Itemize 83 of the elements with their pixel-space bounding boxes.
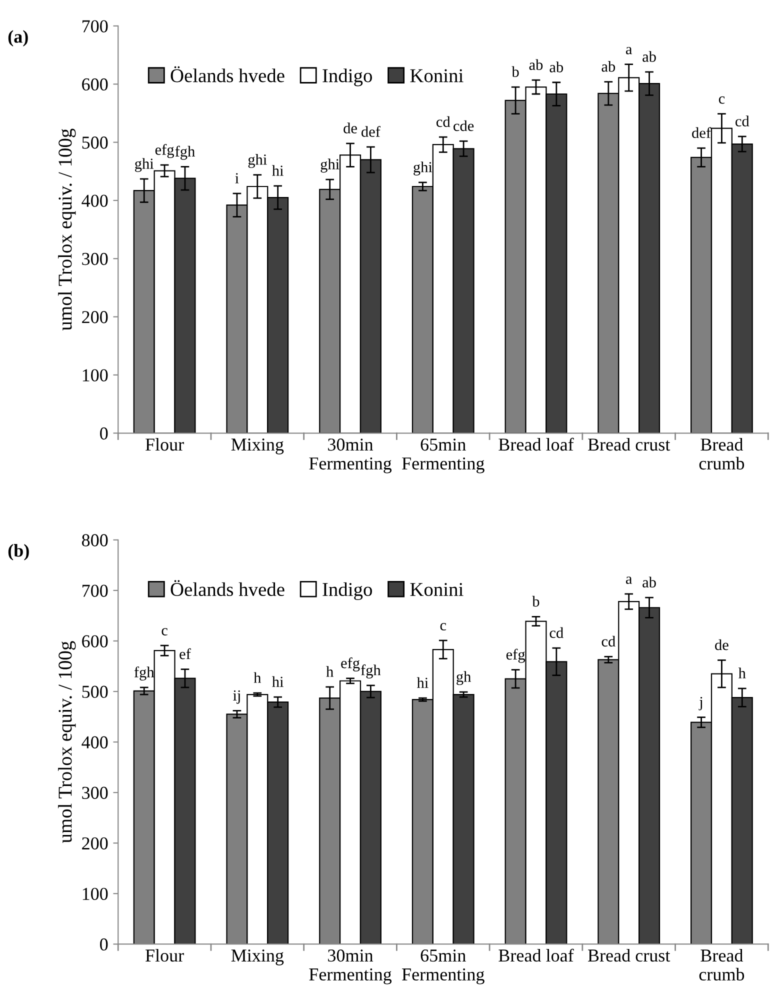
annotation: ghi [135,158,154,172]
y-tick-label: 200 [82,311,108,324]
annotation: fgh [175,146,195,160]
annotation: ab [642,576,656,588]
annotation: h [326,666,334,677]
y-tick-label: 600 [82,635,108,648]
annotation: ghi [414,162,432,176]
x-tick-label: Mixing [231,438,284,454]
chart-title: (b) [8,544,29,560]
annotation: efg [155,144,174,158]
annotation: ab [642,51,656,62]
annotation: ij [233,690,240,704]
y-tick-label: 800 [82,534,108,546]
annotation: hi [272,676,284,687]
annotation: de [344,122,357,134]
x-tick-label: Mixing [231,949,284,966]
annotation: ghi [248,154,267,168]
annotation: cde [454,120,474,132]
y-tick-label: 700 [82,584,108,597]
annotation: gh [456,671,471,686]
annotation: hi [272,165,284,176]
annotation: a [626,576,632,584]
y-tick-label: 500 [82,136,108,149]
y-tick-label: 200 [82,837,108,850]
y-tick-label: 500 [82,686,108,698]
legend-label: Öelands hvede [170,66,284,82]
annotation: j [698,696,702,710]
y-tick-label: 300 [82,252,108,266]
annotation: ab [529,59,543,70]
y-axis-title: umol Trolox equiv. / 100g [58,128,76,330]
x-tick-label: Bread crumb [699,948,744,981]
annotation: cd [436,116,450,128]
legend-label: Öelands hvede [170,580,284,596]
x-tick-label: Bread crust [588,948,670,962]
y-tick-label: 600 [82,78,108,91]
legend-label: Indigo [322,68,372,86]
x-tick-label: 65min Fermenting [402,438,484,474]
annotation: fgh [360,664,381,678]
annotation: c [440,623,446,630]
y-tick-label: 0 [100,938,108,951]
y-tick-label: 100 [82,888,108,900]
annotation: c [718,96,725,104]
annotation: efg [341,657,360,672]
annotation: ab [550,62,564,72]
x-tick-label: 30min Fermenting [309,438,392,474]
x-tick-label: Bread crumb [699,438,744,470]
y-axis-title: umol Trolox equiv. / 100g [58,641,76,843]
annotation: ab [602,60,616,72]
chart-title: (a) [8,30,28,46]
annotation: cd [736,116,750,126]
legend-label: Indigo [322,582,372,600]
y-tick-label: 400 [82,736,108,748]
y-tick-label: 100 [82,369,108,382]
x-tick-label: Bread crust [588,438,670,451]
annotation: h [254,672,262,683]
annotation: cd [550,627,564,638]
y-tick-label: 700 [82,20,108,32]
annotation: c [162,628,168,636]
annotation: ghi [320,158,340,173]
legend-label: Konini [410,582,464,596]
annotation: efg [506,648,526,663]
legend-label: Konini [410,69,464,82]
x-tick-label: Bread loaf [498,948,574,962]
annotation: a [626,46,632,54]
x-tick-label: Bread loaf [498,438,574,451]
x-tick-label: Flour [146,438,184,451]
annotation: ef [180,648,191,660]
y-tick-label: 300 [82,786,108,799]
x-tick-label: Flour [146,948,184,962]
x-tick-label: 30min Fermenting [309,949,392,984]
annotation: def [692,127,712,138]
annotation: b [532,596,540,607]
annotation: cd [602,636,616,647]
y-tick-label: 400 [82,194,108,207]
annotation: i [235,173,239,184]
annotation: h [738,668,746,678]
annotation: def [361,126,380,137]
annotation: de [715,639,728,650]
annotation: b [512,66,519,77]
annotation: fgh [134,666,154,681]
x-tick-label: 65min Fermenting [402,950,484,984]
y-tick-label: 0 [100,427,108,440]
annotation: hi [416,677,428,688]
